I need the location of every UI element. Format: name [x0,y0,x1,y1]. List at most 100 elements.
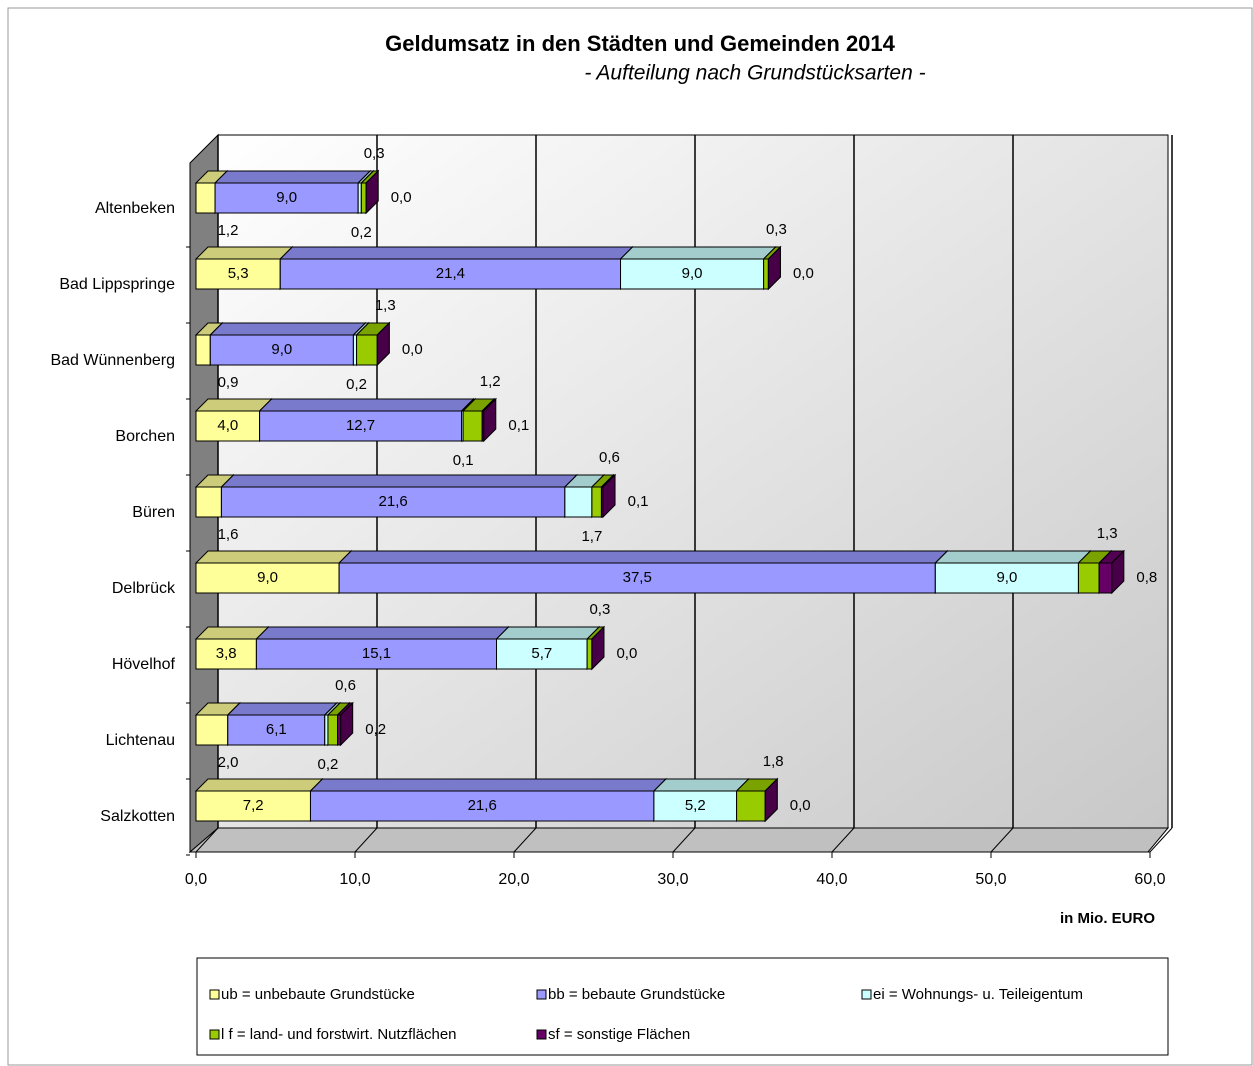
data-label: 2,0 [218,754,239,771]
category-label: Altenbeken [95,200,175,217]
legend-swatch [209,989,220,1000]
data-label: 15,1 [362,645,391,662]
bar [309,790,655,822]
data-label: 1,7 [581,528,602,545]
legend-swatch [861,989,872,1000]
bar-top [279,246,634,260]
bar [195,182,216,214]
category-label: Delbrück [112,580,176,597]
legend-label: ei = Wohnungs- u. Teileigentum [873,986,1083,1003]
data-label: 0,0 [391,189,412,206]
bar-top [255,626,510,640]
bar [220,486,566,518]
data-label: 7,2 [243,797,264,814]
frame [7,7,1253,1066]
data-label: 0,0 [616,645,637,662]
bar-top [652,778,750,792]
bar-top [194,550,353,564]
bar-side [602,473,616,519]
bar [653,790,738,822]
data-label: 37,5 [623,569,652,586]
bar [763,258,769,290]
bar-side [483,397,497,443]
grid-line [672,827,696,853]
bar [620,258,765,290]
bar-side [1111,549,1125,595]
bar [214,182,359,214]
category-label: Büren [132,504,175,521]
bar-side [365,169,379,215]
grid-line [354,827,378,853]
bar [279,258,622,290]
bar [227,714,326,746]
bar [259,410,463,442]
x-tick-label: 10,0 [339,871,370,888]
data-label: 9,0 [276,189,297,206]
bar-top [226,702,338,716]
bar-top [209,322,367,336]
data-label: 0,1 [508,417,529,434]
data-label: 0,3 [589,601,610,618]
bar [736,790,766,822]
bar-side [376,321,390,367]
data-label: 5,3 [228,265,249,282]
bar-side [591,625,605,671]
data-label: 0,2 [318,756,339,773]
data-label: 0,3 [766,221,787,238]
bar [360,182,367,214]
legend-label: l f = land- und forstwirt. Nutzflächen [221,1026,457,1043]
bar [462,410,483,442]
bar-top [194,778,324,792]
bar [934,562,1079,594]
bar-top [309,778,668,792]
category-label: Bad Wünnenberg [50,352,175,369]
bar [338,562,936,594]
bar-side [340,701,354,747]
bar [195,790,311,822]
bar-top [619,246,777,260]
data-label: 0,0 [402,341,423,358]
bar [356,334,378,366]
category-label: Bad Lippspringe [59,276,175,293]
bar [195,714,229,746]
bar-top [258,398,475,412]
x-axis-label: in Mio. EURO [1060,910,1155,927]
bar-top [194,398,273,412]
chart-subtitle: - Aufteilung nach Grundstücksarten - [584,62,925,85]
data-label: 0,2 [351,224,372,241]
legend-label: ub = unbebaute Grundstücke [221,986,415,1003]
data-label: 9,0 [257,569,278,586]
data-label: 0,9 [218,374,239,391]
legend [196,957,1169,1056]
data-label: 0,1 [453,452,474,469]
legend-swatch [536,1029,547,1040]
grid-line [990,827,1014,853]
bar [1098,562,1113,594]
bar [327,714,339,746]
legend-swatch [209,1029,220,1040]
bar [195,334,211,366]
data-label: 9,0 [271,341,292,358]
data-label: 1,6 [218,526,239,543]
data-label: 4,0 [217,417,238,434]
data-label: 0,3 [364,145,385,162]
grid-line [1149,827,1173,853]
bar [195,410,261,442]
data-label: 1,3 [375,297,396,314]
bar [586,638,593,670]
data-label: 0,6 [599,449,620,466]
x-tick-label: 60,0 [1134,871,1165,888]
data-label: 9,0 [996,569,1017,586]
bar-top [194,246,294,260]
data-label: 5,7 [531,645,552,662]
category-label: Borchen [115,428,175,445]
bar-top [495,626,601,640]
category-label: Lichtenau [106,732,175,749]
category-label: Salzkotten [100,808,175,825]
data-label: 1,2 [218,222,239,239]
data-label: 6,1 [266,721,287,738]
chart-title: Geldumsatz in den Städten und Gemeinden … [385,31,896,56]
bar-top [213,170,372,184]
x-tick-label: 50,0 [975,871,1006,888]
